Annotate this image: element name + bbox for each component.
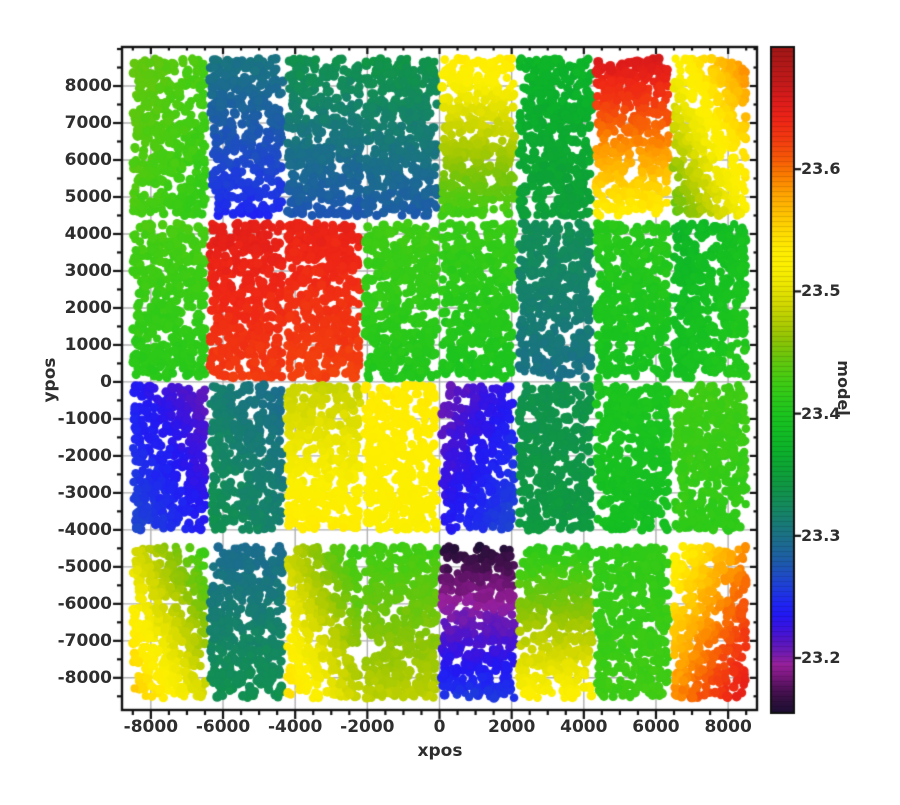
x-tick-label: -6000 — [195, 717, 251, 737]
y-tick-label: 7000 — [64, 113, 112, 133]
x-tick-label: -8000 — [123, 717, 179, 737]
y-tick-label: -8000 — [57, 667, 112, 688]
y-tick-label: -4000 — [57, 519, 112, 540]
colorbar-label: model — [834, 360, 853, 416]
y-tick-label: -6000 — [57, 593, 112, 614]
y-tick-label: 0 — [100, 371, 112, 392]
x-tick-label: 4000 — [560, 717, 608, 737]
x-tick-label: 0 — [433, 717, 446, 737]
y-tick-label: -2000 — [57, 445, 112, 466]
y-tick-label: 2000 — [64, 297, 112, 318]
colorbar-tick-label: 23.5 — [801, 281, 841, 301]
x-tick-label: 2000 — [487, 717, 536, 737]
colorbar-tick-label: 23.6 — [801, 159, 841, 179]
y-tick-label: 6000 — [64, 149, 112, 170]
colorbar-tick-label: 23.4 — [801, 403, 841, 423]
colorbar-tick-label: 23.2 — [801, 648, 841, 667]
y-tick-label: -3000 — [57, 482, 112, 503]
y-tick-label: 1000 — [64, 334, 112, 355]
y-tick-label: 5000 — [64, 186, 112, 207]
colorbar-tick-label: 23.3 — [801, 525, 841, 545]
y-tick-label: 4000 — [64, 223, 112, 244]
y-axis-label: ypos — [40, 357, 60, 403]
y-tick-label: 8000 — [64, 76, 112, 97]
y-tick-label: -7000 — [57, 630, 112, 651]
x-tick-label: -4000 — [267, 717, 323, 737]
x-tick-label: 6000 — [632, 717, 680, 737]
x-tick-label: -2000 — [340, 717, 395, 737]
y-tick-label: 3000 — [64, 260, 112, 281]
x-axis-label: xpos — [417, 741, 463, 761]
x-tick-label: 8000 — [704, 717, 752, 737]
y-tick-label: -5000 — [57, 556, 112, 577]
y-tick-label: -1000 — [57, 408, 112, 429]
